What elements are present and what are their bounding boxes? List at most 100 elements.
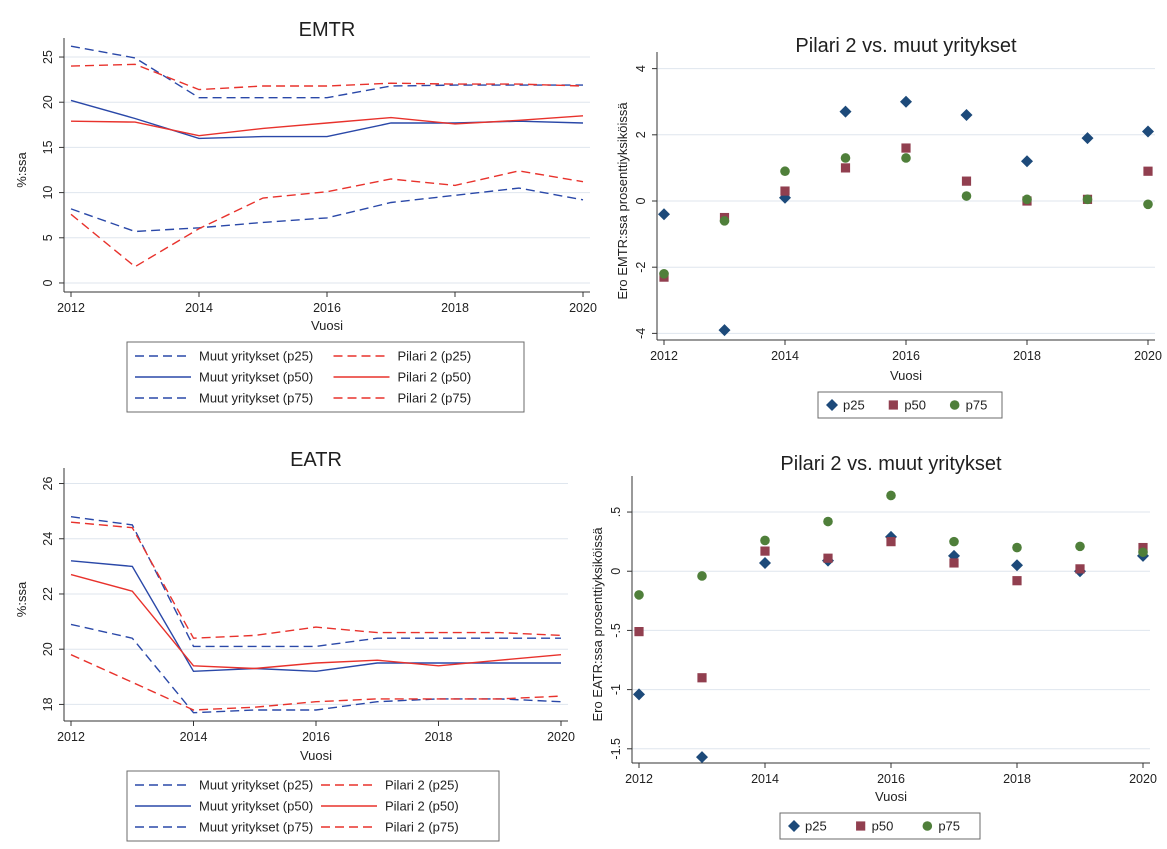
- series-line-pilari-2-p50-: [70, 115, 584, 137]
- data-point-p25: [1142, 125, 1154, 138]
- data-point-p25: [658, 208, 670, 221]
- legend-label: Pilari 2 (p75): [385, 820, 459, 835]
- x-tick-label: 2016: [892, 349, 920, 363]
- legend-label: Muut yritykset (p25): [199, 349, 313, 364]
- legend-marker-p25: [826, 399, 838, 411]
- y-tick-label: 24: [41, 532, 55, 546]
- eatr-line-chart: EATR 18 20 22 24 26 2012 2014 2016 2018 2020 Vuosi%…: [14, 449, 575, 842]
- y-tick-label: 4: [634, 65, 648, 72]
- legend-marker-p75: [949, 400, 960, 410]
- legend-label: p50: [904, 398, 926, 413]
- chart-title: Pilari 2 vs. muut yritykset: [795, 35, 1017, 57]
- series-line-pilari-2-p50-: [70, 573, 562, 670]
- legend-marker-p50: [856, 821, 866, 831]
- series-line-pilari-2-p75-: [70, 521, 562, 639]
- y-axis-label: %:ssa: [14, 152, 29, 188]
- x-tick-label: 2018: [1013, 349, 1041, 363]
- x-tick-label: 2020: [1134, 349, 1162, 363]
- legend-label: p25: [805, 819, 827, 834]
- series-line-muut-yritykset-p25-: [70, 623, 562, 714]
- series-line-muut-yritykset-p75-: [70, 516, 561, 648]
- y-axis-label: Ero EMTR:ssa prosenttiyksiköissä: [615, 102, 630, 300]
- y-tick-label: 5: [41, 234, 55, 241]
- x-tick-label: 2020: [547, 730, 575, 744]
- chart-title: EATR: [290, 449, 342, 471]
- data-point-p75: [659, 269, 669, 279]
- x-tick-label: 2012: [625, 772, 653, 786]
- y-tick-label: 15: [41, 140, 55, 154]
- x-tick-label: 2018: [425, 730, 453, 744]
- x-axis-label: Vuosi: [300, 748, 332, 763]
- legend-label: p75: [966, 398, 988, 413]
- legend-label: p75: [938, 819, 960, 834]
- y-tick-label: 25: [41, 50, 55, 64]
- x-axis-label: Vuosi: [311, 318, 343, 333]
- data-point-p25: [885, 530, 897, 543]
- chart-title: EMTR: [299, 19, 356, 41]
- data-point-p75: [840, 153, 851, 163]
- data-point-p75: [697, 571, 707, 581]
- x-tick-label: 2014: [771, 349, 799, 363]
- data-point-p25: [839, 105, 852, 118]
- series-line-pilari-2-p75-: [70, 63, 584, 91]
- x-tick-label: 2020: [569, 301, 597, 315]
- data-point-p50: [949, 558, 959, 568]
- y-tick-label: 18: [41, 697, 55, 711]
- data-point-p75: [949, 536, 959, 547]
- data-point-p25: [1081, 132, 1094, 145]
- y-tick-label: 26: [41, 477, 55, 491]
- data-point-p75: [1138, 547, 1148, 558]
- series-line-muut-yritykset-p50-: [70, 560, 561, 673]
- legend-label: Pilari 2 (p75): [398, 391, 472, 406]
- y-axis-label: Ero EATR:ssa prosenttiyksiköissä: [590, 527, 605, 722]
- data-point-p75: [719, 216, 730, 226]
- emtr-difference-panel: Pilari 2 vs. muut yritykset -4 -2 0 2 4 2012 20…: [605, 0, 1167, 430]
- series-line-pilari-2-p25-: [70, 170, 584, 268]
- data-point-p75: [1143, 199, 1153, 210]
- y-axis-label: %:ssa: [14, 581, 29, 617]
- data-point-p75: [961, 191, 972, 201]
- data-point-p25: [633, 688, 645, 701]
- legend-label: Pilari 2 (p50): [385, 799, 459, 814]
- data-point-p75: [1022, 194, 1032, 205]
- legend-label: p50: [872, 819, 894, 834]
- data-point-p75: [823, 516, 833, 527]
- data-point-p50: [1075, 564, 1085, 574]
- data-point-p75: [886, 490, 896, 501]
- y-tick-label: 22: [41, 587, 55, 601]
- legend-label: Pilari 2 (p25): [398, 349, 472, 364]
- x-tick-label: 2018: [441, 301, 469, 315]
- y-tick-label: -2: [634, 262, 648, 273]
- data-point-p25: [759, 556, 771, 569]
- data-point-p50: [780, 186, 790, 196]
- legend-box: [779, 812, 981, 840]
- x-tick-label: 2014: [185, 301, 213, 315]
- series-line-muut-yritykset-p75-: [70, 45, 583, 99]
- x-tick-label: 2012: [57, 730, 85, 744]
- eatr-difference-scatter-chart: Pilari 2 vs. muut yritykset -1.5 -1 -.5 0 .5 2…: [590, 453, 1157, 840]
- y-tick-label: 20: [41, 642, 55, 656]
- y-tick-label: 0: [609, 568, 623, 575]
- x-tick-label: 2014: [751, 772, 779, 786]
- legend-label: Muut yritykset (p50): [199, 799, 313, 814]
- data-point-p25: [1011, 559, 1023, 572]
- y-tick-label: .5: [609, 507, 623, 517]
- emtr-difference-scatter-chart: Pilari 2 vs. muut yritykset -4 -2 0 2 4 2012 20…: [615, 35, 1162, 419]
- emtr-line-panel: EMTR 0 5 10 15 20 25 2012 2014 2016 2018 2020 Vuosi%…: [0, 0, 605, 430]
- legend-box: [126, 341, 525, 413]
- data-point-p25: [960, 108, 973, 121]
- y-tick-label: 10: [41, 186, 55, 200]
- legend-label: Pilari 2 (p50): [398, 370, 472, 385]
- series-line-pilari-2-p25-: [70, 654, 562, 711]
- data-point-p75: [780, 166, 790, 177]
- data-point-p50: [840, 163, 851, 173]
- data-point-p50: [823, 553, 833, 563]
- data-point-p50: [901, 143, 911, 153]
- data-point-p50: [1143, 166, 1153, 176]
- x-tick-label: 2020: [1129, 772, 1157, 786]
- eatr-line-panel: EATR 18 20 22 24 26 2012 2014 2016 2018 2020 Vuosi%…: [0, 430, 580, 849]
- y-tick-label: 2: [634, 131, 648, 138]
- legend-label: Muut yritykset (p75): [199, 820, 313, 835]
- data-point-p50: [760, 546, 770, 556]
- data-point-p75: [634, 590, 644, 600]
